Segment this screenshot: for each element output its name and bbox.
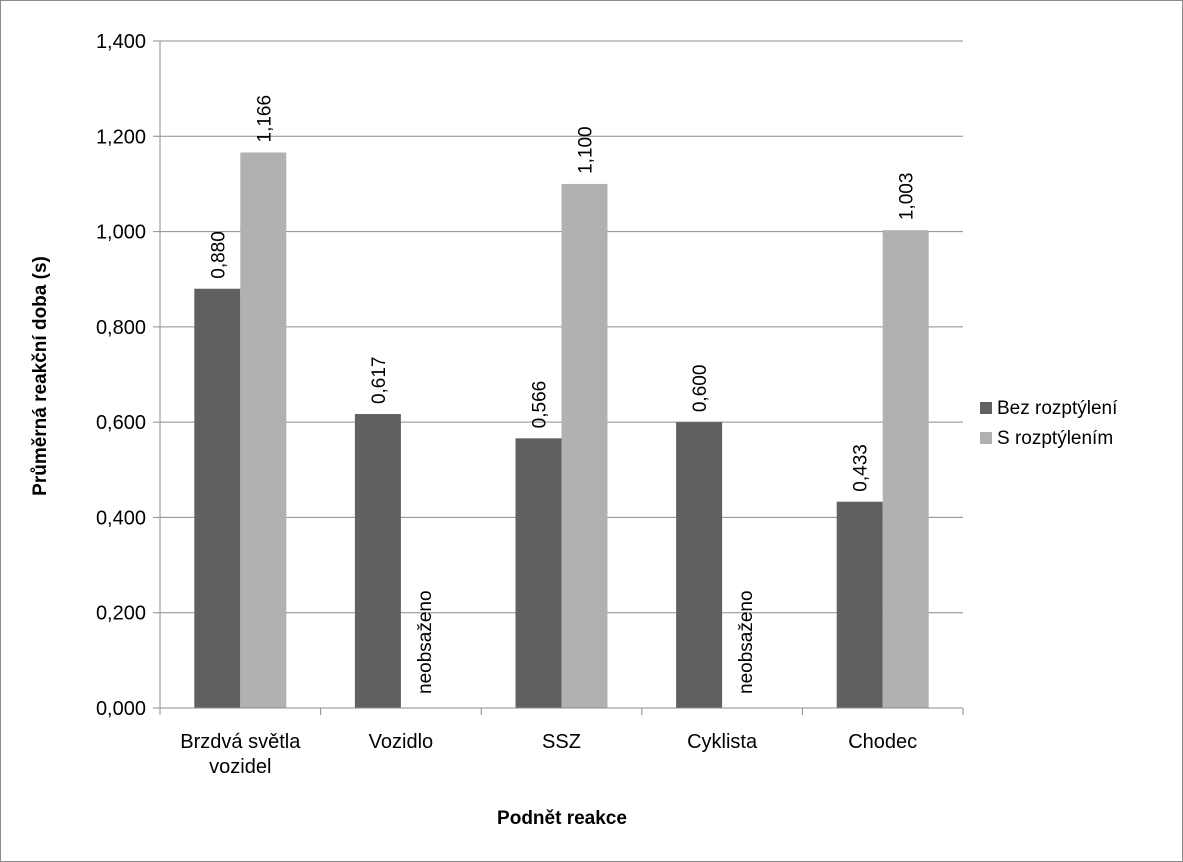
data-label: 0,617: [369, 356, 390, 404]
x-tick-label: SSZ: [542, 731, 581, 753]
bar: [561, 183, 608, 708]
data-label-missing: neobsaženo: [736, 590, 757, 694]
data-label: 0,880: [208, 231, 229, 279]
data-label: 1,003: [897, 173, 918, 221]
x-axis-title: Podnět reakce: [497, 808, 627, 829]
legend-swatch: [980, 402, 992, 414]
y-tick-label: 0,400: [96, 507, 146, 529]
bar: [676, 422, 723, 708]
data-label: 0,566: [530, 381, 551, 429]
bar: [240, 152, 287, 709]
x-tick-label: vozidel: [209, 756, 271, 778]
y-tick-label: 0,200: [96, 603, 146, 625]
data-labels: 0,880 1,166 0,617 neobsaženo 0,566 1,100 0,600…: [208, 95, 917, 694]
legend-label: Bez rozptýlení: [997, 398, 1118, 419]
bar: [882, 230, 929, 708]
bar: [194, 288, 241, 708]
y-tick-label: 0,000: [96, 698, 146, 720]
y-axis-title: Průměrná reakční doba (s): [30, 256, 51, 496]
legend-label: S rozptýlením: [997, 428, 1113, 449]
y-tick-label: 0,800: [96, 317, 146, 339]
data-label: 1,100: [576, 126, 597, 174]
x-tick-label: Cyklista: [687, 731, 758, 753]
bar: [515, 438, 562, 708]
legend: Bez rozptýlení S rozptýlením: [980, 398, 1118, 449]
data-label-missing: neobsaženo: [415, 590, 436, 694]
x-tick-label: Brzdvá světla: [180, 731, 301, 753]
bars: [194, 152, 929, 709]
legend-swatch: [980, 432, 992, 444]
axes: 0,000 0,200 0,400 0,600 0,800 1,000 1,200 1,400…: [96, 31, 964, 778]
y-tick-label: 1,400: [96, 31, 146, 53]
bar: [354, 414, 401, 708]
y-tick-label: 1,000: [96, 222, 146, 244]
x-tick-label: Vozidlo: [369, 731, 434, 753]
x-tick-label: Chodec: [848, 731, 917, 753]
data-label: 0,433: [851, 444, 872, 492]
data-label: 1,166: [254, 95, 275, 143]
y-tick-label: 0,600: [96, 412, 146, 434]
data-label: 0,600: [690, 365, 711, 413]
bar: [836, 501, 883, 708]
y-tick-label: 1,200: [96, 126, 146, 148]
